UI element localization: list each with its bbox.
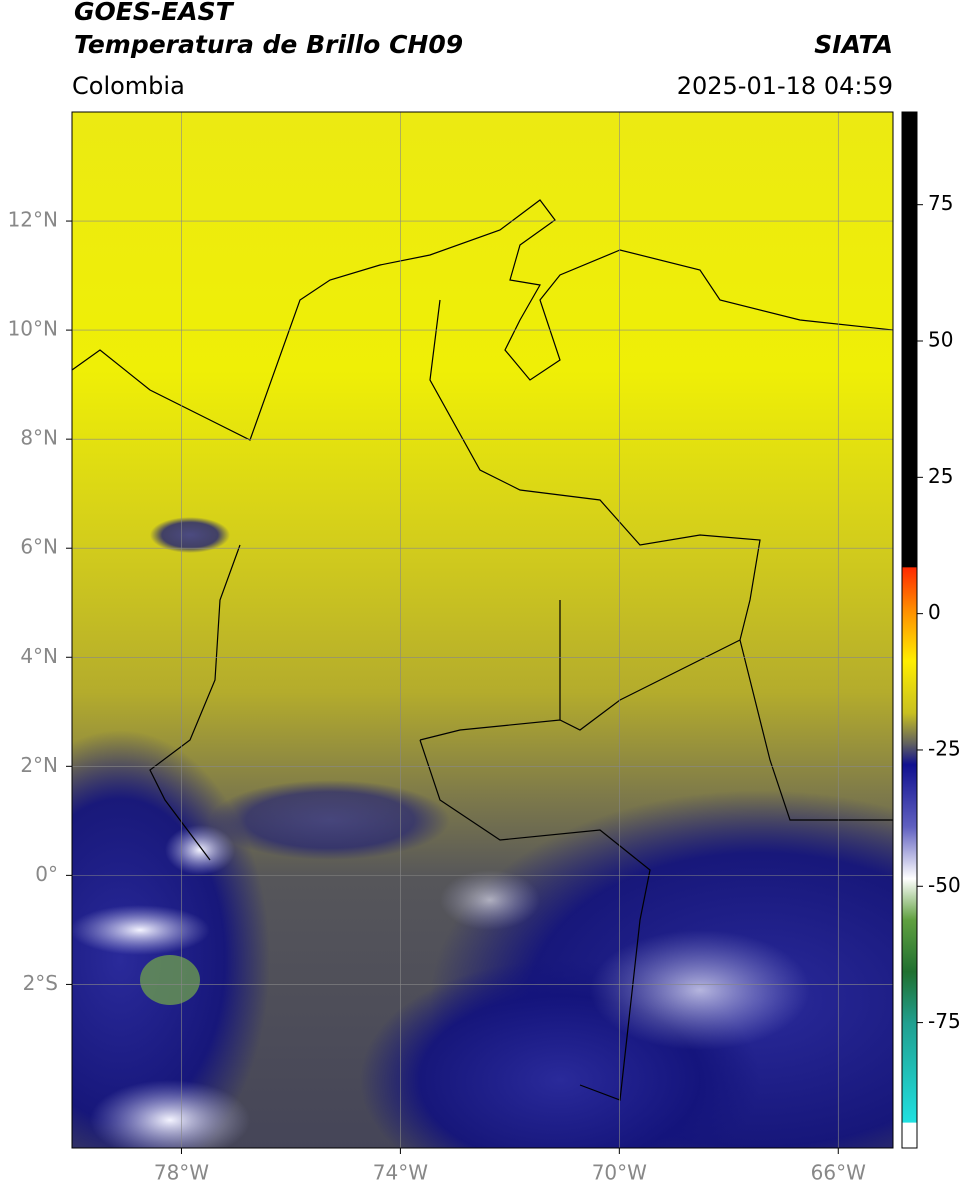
colorbar-tick-label: 50: [928, 328, 953, 352]
colorbar: [901, 111, 918, 1149]
y-tick-label: 12°N: [8, 208, 58, 232]
y-tick-label: 8°N: [20, 426, 58, 450]
colorbar-tick-label: -25: [928, 736, 961, 760]
colorbar-tick-label: 75: [928, 191, 953, 215]
y-tick-label: 6°N: [20, 535, 58, 559]
y-tick-label: 10°N: [8, 317, 58, 341]
x-tick-label: 74°W: [373, 1161, 428, 1185]
y-tick-label: 4°N: [20, 644, 58, 668]
colorbar-tick-label: 0: [928, 600, 941, 624]
map-frame: [71, 111, 894, 1149]
y-tick-label: 2°S: [23, 971, 58, 995]
x-tick-label: 78°W: [154, 1161, 209, 1185]
title: GOES-EAST: [74, 0, 235, 26]
colorbar-tick-label: -50: [928, 873, 961, 897]
region: Colombia: [72, 72, 185, 100]
colorbar-tick-label: -75: [928, 1009, 961, 1033]
datetime: 2025-01-18 04:59: [677, 72, 893, 100]
y-tick-label: 0°: [35, 862, 58, 886]
satellite-image: [72, 112, 893, 1148]
source: SIATA: [814, 30, 893, 59]
x-tick-label: 66°W: [811, 1161, 866, 1185]
x-tick-label: 70°W: [592, 1161, 647, 1185]
colorbar-tick-label: 25: [928, 464, 953, 488]
subtitle: Temperatura de Brillo CH09: [74, 30, 463, 59]
y-tick-label: 2°N: [20, 753, 58, 777]
